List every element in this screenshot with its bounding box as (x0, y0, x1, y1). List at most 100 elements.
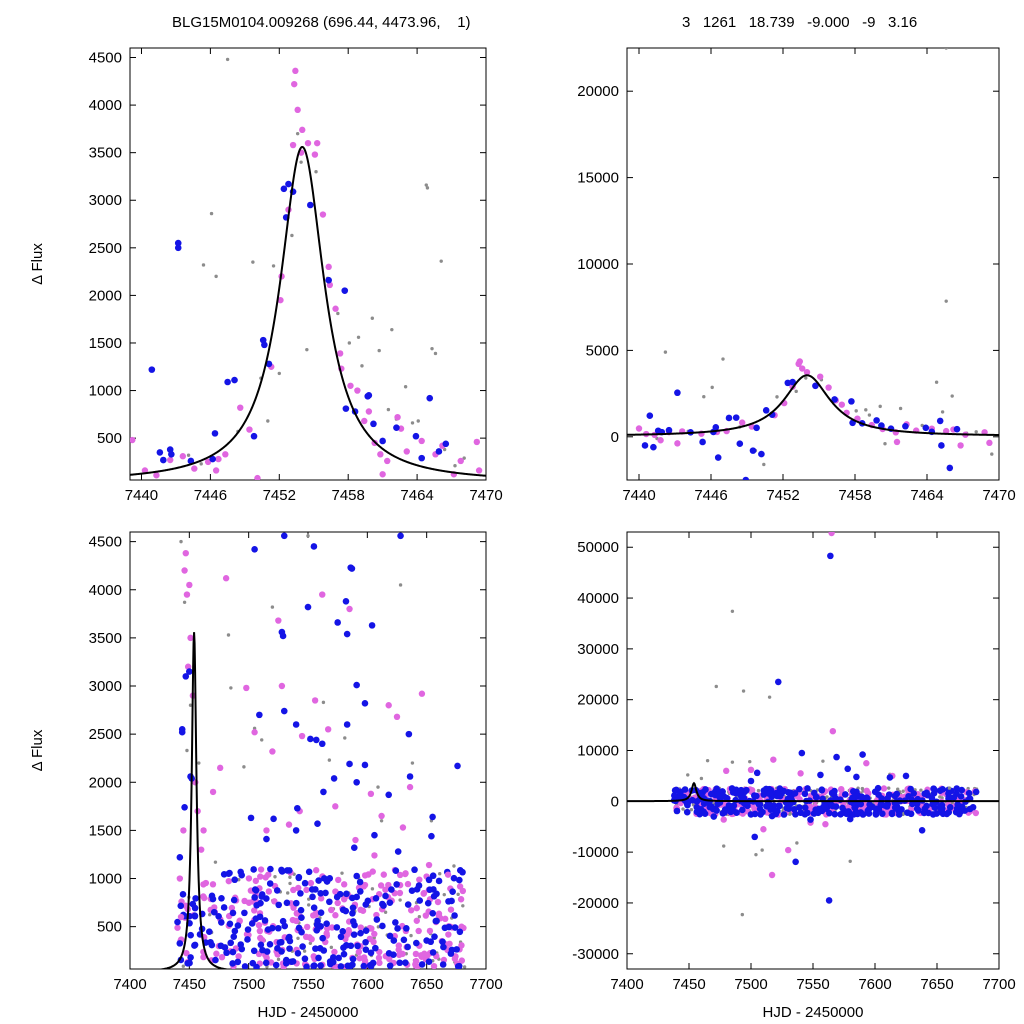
blue-data-point (710, 813, 718, 820)
gray-data-point (416, 419, 420, 423)
blue-band-point (317, 889, 324, 897)
pink-data-point (863, 760, 870, 767)
blue-data-point (292, 827, 300, 834)
gray-band-point (208, 913, 212, 917)
blue-data-point (307, 735, 314, 743)
y-tick-label: 3000 (89, 192, 122, 209)
blue-data-point (789, 378, 796, 386)
pink-band-point (209, 881, 217, 888)
blue-band-point (326, 898, 333, 906)
pink-band-point (200, 953, 207, 961)
blue-data-point (747, 777, 755, 785)
pink-data-point (294, 106, 301, 114)
blue-band-point (854, 810, 861, 817)
blue-data-point (833, 753, 840, 761)
pink-band-point (228, 904, 236, 912)
model-curve (156, 632, 232, 969)
gray-data-point (974, 430, 978, 434)
gray-data-point (438, 872, 442, 876)
blue-band-point (751, 810, 759, 818)
gray-band-point (442, 892, 446, 897)
gray-band-point (919, 788, 923, 792)
blue-band-point (429, 872, 437, 880)
blue-band-point (340, 944, 347, 951)
x-tick-label: 7464 (400, 487, 433, 504)
blue-band-point (220, 904, 228, 911)
blue-band-point (349, 904, 357, 912)
blue-band-point (386, 932, 394, 940)
blue-band-point (957, 793, 965, 800)
blue-band-point (176, 940, 184, 947)
y-tick-label: 50000 (577, 539, 619, 556)
blue-data-point (429, 813, 436, 821)
blue-band-point (320, 875, 328, 882)
pink-data-point (371, 852, 378, 859)
blue-band-point (864, 807, 872, 815)
blue-band-point (449, 888, 456, 895)
blue-band-point (297, 906, 305, 914)
blue-band-point (958, 786, 966, 794)
gray-band-point (340, 871, 344, 875)
blue-data-point (334, 619, 341, 626)
pink-data-point (394, 413, 401, 421)
pink-data-point (785, 846, 792, 854)
x-tick-label: 7500 (232, 976, 265, 993)
blue-band-point (241, 963, 249, 969)
blue-band-point (322, 889, 329, 897)
gray-data-point (376, 785, 380, 789)
blue-band-point (796, 785, 803, 793)
blue-band-point (784, 789, 792, 796)
blue-data-point (873, 417, 880, 424)
gray-data-point (299, 160, 303, 164)
blue-band-point (776, 802, 783, 810)
axes-frame (129, 47, 487, 481)
pink-band-point (426, 927, 434, 935)
pink-data-point (838, 401, 845, 408)
pink-band-point (396, 871, 404, 879)
blue-band-point (939, 785, 946, 793)
blue-band-point (315, 954, 322, 962)
pink-data-point (263, 827, 270, 834)
blue-data-point (353, 778, 360, 786)
y-tick-label: 4000 (89, 97, 122, 114)
pink-data-point (352, 836, 359, 844)
pink-band-point (307, 879, 315, 887)
blue-band-point (707, 790, 715, 798)
x-tick-label: 7458 (332, 487, 365, 504)
blue-band-point (360, 962, 368, 969)
blue-band-point (303, 963, 310, 969)
pink-data-point (311, 151, 319, 158)
pink-band-point (376, 959, 383, 967)
y-tick-label: 3000 (89, 678, 122, 695)
blue-data-point (946, 464, 954, 472)
blue-band-point (733, 809, 740, 817)
gray-data-point (453, 464, 457, 468)
y-tick-label: 15000 (577, 170, 619, 187)
blue-band-point (801, 790, 809, 798)
pink-band-point (360, 883, 368, 890)
pink-band-point (289, 916, 297, 924)
pink-band-point (396, 889, 404, 897)
blue-data-point (174, 239, 182, 247)
plot-area (627, 532, 999, 917)
blue-band-point (179, 891, 187, 898)
blue-band-point (441, 924, 449, 932)
gray-data-point (403, 385, 408, 389)
pink-data-point (747, 766, 755, 774)
pink-band-point (257, 934, 264, 942)
pink-band-point (295, 884, 302, 892)
pink-data-point (760, 826, 767, 833)
blue-band-point (413, 939, 420, 947)
blue-band-point (728, 785, 736, 792)
pink-data-point (277, 296, 284, 304)
blue-band-point (946, 804, 954, 811)
blue-band-point (315, 877, 322, 884)
blue-band-point (801, 811, 809, 818)
blue-data-point (379, 437, 386, 445)
blue-band-point (801, 804, 809, 811)
blue-band-point (189, 900, 197, 908)
blue-band-point (408, 887, 416, 895)
blue-data-point (902, 422, 909, 430)
blue-band-point (792, 810, 799, 818)
pink-band-point (335, 876, 342, 884)
